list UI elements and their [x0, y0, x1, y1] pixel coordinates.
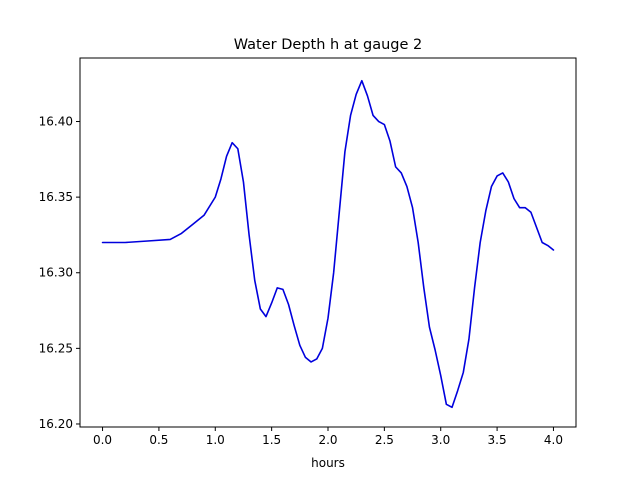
y-tick-label: 16.25	[39, 341, 73, 355]
x-tick-label: 3.5	[488, 433, 507, 447]
x-tick-label: 1.0	[206, 433, 225, 447]
chart-title: Water Depth h at gauge 2	[234, 37, 422, 53]
y-tick-label: 16.20	[39, 417, 73, 431]
x-tick-label: 4.0	[544, 433, 563, 447]
x-tick-label: 2.5	[375, 433, 394, 447]
x-tick-label: 1.5	[262, 433, 281, 447]
x-tick-label: 2.0	[318, 433, 337, 447]
y-tick-label: 16.35	[39, 190, 73, 204]
y-tick-label: 16.30	[39, 266, 73, 280]
x-tick-label: 0.5	[149, 433, 168, 447]
series-line-0	[101, 79, 555, 409]
y-tick-label: 16.40	[39, 115, 73, 129]
x-tick-label: 0.0	[93, 433, 112, 447]
x-axis-label: hours	[311, 456, 345, 470]
plot-area: 0.0 0.5 1.0 1.5 2.0 2.5 3.0 3.5 4.0 16.20 16.25 16.…	[39, 57, 577, 447]
x-tick-label: 3.0	[431, 433, 450, 447]
